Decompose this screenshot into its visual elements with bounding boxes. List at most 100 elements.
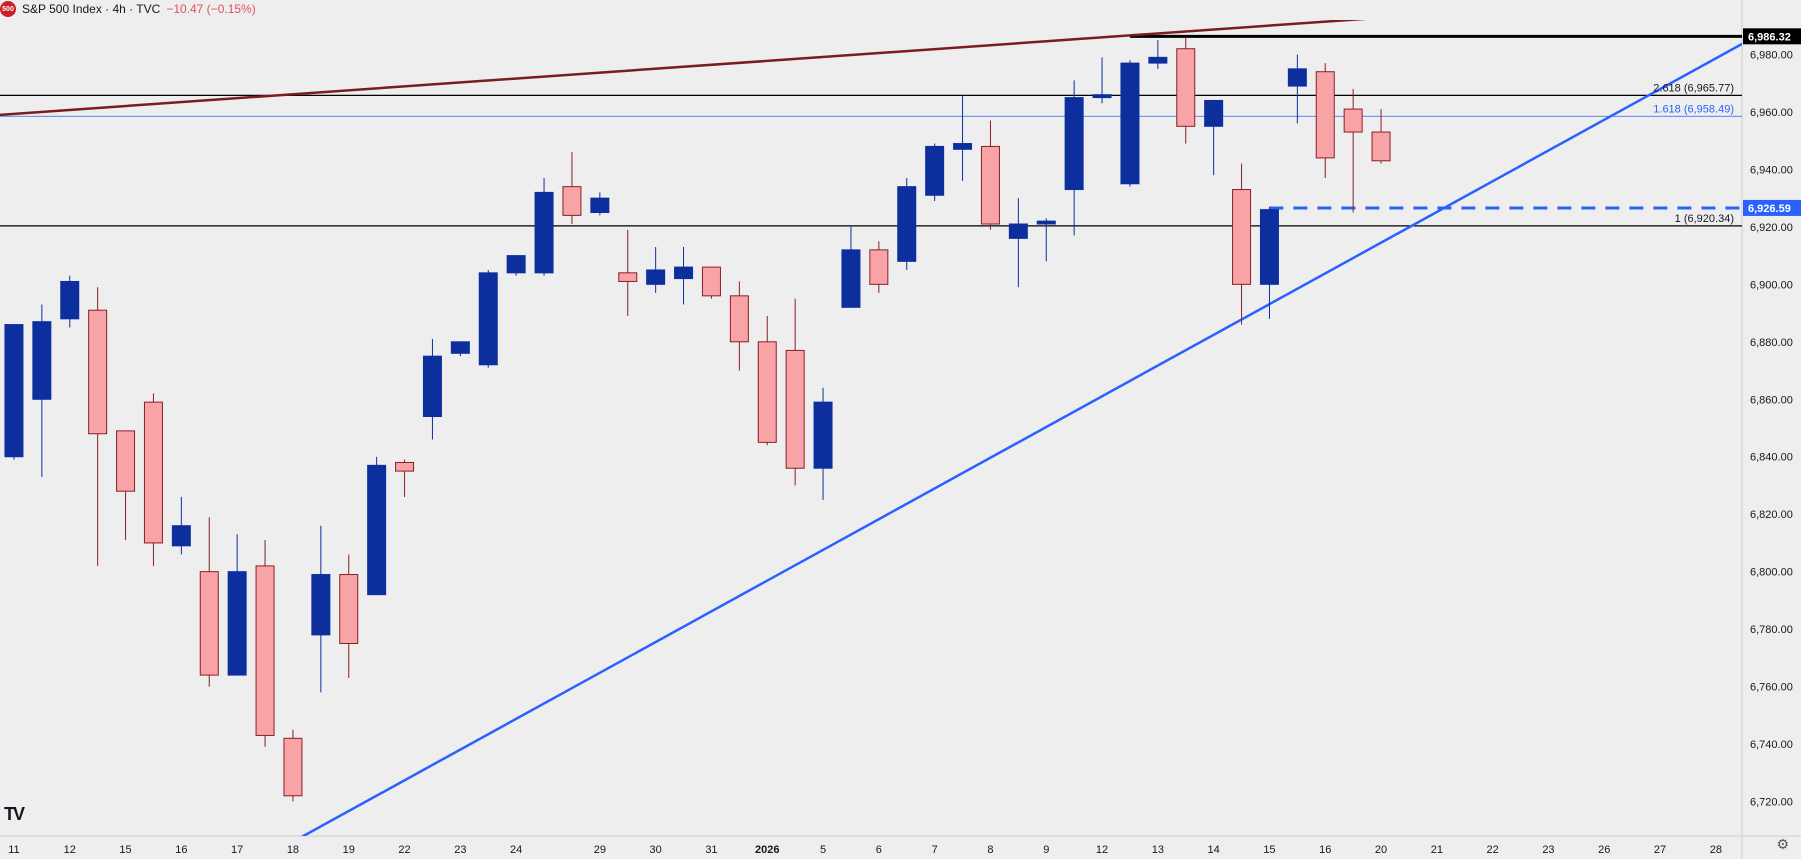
candle-body [4, 324, 24, 458]
x-tick-label: 23 [454, 844, 466, 856]
candle-body [395, 461, 415, 472]
candle-body [562, 186, 582, 216]
x-tick-label: 22 [1487, 844, 1499, 856]
settings-gear-icon[interactable]: ⚙ [1776, 836, 1789, 852]
price-tag-label: 6,986.32 [1748, 31, 1791, 43]
x-tick-label: 16 [175, 844, 187, 856]
y-tick-label: 6,900.00 [1750, 279, 1793, 291]
candle-body [925, 145, 945, 196]
candle-body [897, 186, 917, 262]
candle-body [32, 321, 52, 400]
x-tick-label: 15 [1263, 844, 1275, 856]
candle-body [1343, 108, 1363, 133]
candle-body [1036, 220, 1056, 225]
y-tick-label: 6,840.00 [1750, 452, 1793, 464]
candle-body [1232, 189, 1252, 285]
trendline [300, 42, 1742, 836]
y-tick-label: 6,860.00 [1750, 394, 1793, 406]
tradingview-logo-icon[interactable]: TV [4, 804, 25, 824]
price-change: −10.47 (−0.15%) [166, 2, 256, 16]
candle-body [1315, 71, 1335, 159]
candle-body [283, 737, 303, 797]
candle-body [88, 309, 108, 435]
x-tick-label: 9 [1043, 844, 1049, 856]
candle-body [478, 272, 498, 366]
candle-body [450, 341, 470, 354]
candle-body [785, 349, 805, 469]
x-tick-label: 16 [1319, 844, 1331, 856]
candle-body [813, 401, 833, 469]
candle-body [869, 249, 889, 285]
y-tick-label: 6,980.00 [1750, 49, 1793, 61]
level-label: 1.618 (6,958.49) [1653, 103, 1734, 115]
candle-body [199, 571, 219, 676]
candle-body [1287, 68, 1307, 87]
candle-body [646, 269, 666, 285]
x-tick-label: 30 [650, 844, 662, 856]
x-tick-label: 19 [343, 844, 355, 856]
candle-body [227, 571, 247, 676]
x-tick-label: 17 [231, 844, 243, 856]
candle-body [701, 266, 721, 297]
candle-body [841, 249, 861, 308]
price-tag [1743, 28, 1801, 45]
x-tick-label: 5 [820, 844, 826, 856]
candle-body [1120, 62, 1140, 185]
candle-body [116, 430, 136, 492]
candle-body [534, 191, 554, 274]
candle-body [980, 145, 1000, 225]
candle-body [255, 565, 275, 736]
x-tick-label: 27 [1654, 844, 1666, 856]
candle-body [339, 574, 359, 644]
candle-body [1371, 131, 1391, 162]
candle-body [367, 464, 387, 596]
x-tick-label: 23 [1542, 844, 1554, 856]
candle-body [729, 295, 749, 343]
x-tick-label: 21 [1431, 844, 1443, 856]
candle-body [143, 401, 163, 544]
sp500-logo-icon: 500 [0, 1, 16, 17]
symbol-title[interactable]: S&P 500 Index · 4h · TVC [22, 2, 161, 16]
candle-body [590, 197, 610, 214]
candle-body [618, 272, 638, 282]
candle-body [953, 143, 973, 150]
trendline [0, 20, 1367, 117]
x-tick-label: 11 [8, 844, 19, 856]
x-tick-label: 29 [594, 844, 606, 856]
x-tick-label: 2026 [755, 844, 779, 856]
y-tick-label: 6,880.00 [1750, 337, 1793, 349]
candle-body [1259, 209, 1279, 285]
y-tick-label: 6,780.00 [1750, 624, 1793, 636]
x-tick-label: 12 [1096, 844, 1108, 856]
y-tick-label: 6,820.00 [1750, 509, 1793, 521]
x-tick-label: 14 [1208, 844, 1220, 856]
candle-body [1092, 94, 1112, 99]
x-tick-label: 12 [64, 844, 76, 856]
x-tick-label: 18 [287, 844, 299, 856]
chart-header: 500 S&P 500 Index · 4h · TVC −10.47 (−0.… [0, 0, 256, 18]
x-tick-label: 6 [876, 844, 882, 856]
y-tick-label: 6,920.00 [1750, 222, 1793, 234]
price-tag-label: 6,926.59 [1748, 203, 1791, 215]
candle-body [757, 341, 777, 443]
y-tick-label: 6,960.00 [1750, 107, 1793, 119]
y-tick-label: 6,760.00 [1750, 682, 1793, 694]
y-tick-label: 6,740.00 [1750, 739, 1793, 751]
x-tick-label: 13 [1152, 844, 1164, 856]
candle-body [506, 255, 526, 274]
x-tick-label: 7 [932, 844, 938, 856]
y-tick-label: 6,800.00 [1750, 567, 1793, 579]
x-tick-label: 24 [510, 844, 522, 856]
candle-body [1064, 97, 1084, 191]
x-tick-label: 31 [705, 844, 717, 856]
x-tick-label: 22 [398, 844, 410, 856]
candle-body [171, 525, 191, 547]
candle-body [311, 574, 331, 636]
level-label: 1 (6,920.34) [1675, 213, 1734, 225]
x-tick-label: 20 [1375, 844, 1387, 856]
x-tick-label: 8 [987, 844, 993, 856]
plot-area [0, 20, 1742, 836]
candle-body [1176, 48, 1196, 127]
candle-body [1204, 99, 1224, 127]
